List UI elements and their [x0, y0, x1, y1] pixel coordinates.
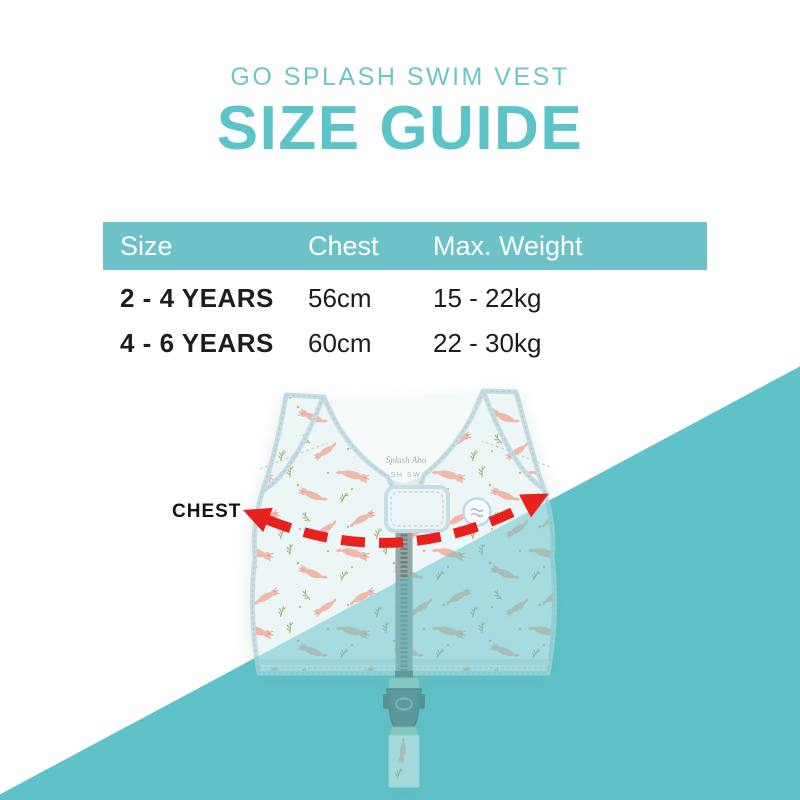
max-weight-cell: 22 - 30kg [433, 328, 542, 358]
size-cell: 4 - 6 YEARS [120, 328, 274, 358]
swim-vest-illustration: Splash Abo SH SW [249, 388, 558, 788]
table-header-row: Size Chest Max. Weight [103, 222, 707, 270]
table-row: 2 - 4 YEARS 56cm 15 - 22kg [103, 276, 707, 321]
arrow-head-left [242, 507, 273, 533]
chest-cell: 56cm [308, 283, 372, 313]
product-subtitle: GO SPLASH SWIM VEST [230, 63, 570, 91]
column-header-size: Size [120, 230, 173, 261]
page-title: SIZE GUIDE [216, 94, 584, 163]
column-header-max-weight: Max. Weight [433, 230, 583, 261]
buckle-strap [383, 671, 425, 788]
chest-cell: 60cm [308, 328, 372, 358]
size-table: Size Chest Max. Weight 2 - 4 YEARS 56cm … [103, 222, 707, 366]
vest-neck-print-line1: Splash Abo [386, 455, 427, 465]
arrow-dashed-arc [266, 501, 528, 548]
column-header-chest: Chest [308, 230, 379, 261]
size-cell: 2 - 4 YEARS [120, 283, 274, 313]
table-row: 4 - 6 YEARS 60cm 22 - 30kg [103, 321, 707, 366]
chest-measurement-arrow [242, 493, 549, 548]
max-weight-cell: 15 - 22kg [433, 283, 542, 313]
table-body: 2 - 4 YEARS 56cm 15 - 22kg 4 - 6 YEARS 6… [103, 276, 707, 366]
chest-measurement-label: CHEST [172, 501, 242, 522]
arrow-head-right [519, 493, 549, 518]
